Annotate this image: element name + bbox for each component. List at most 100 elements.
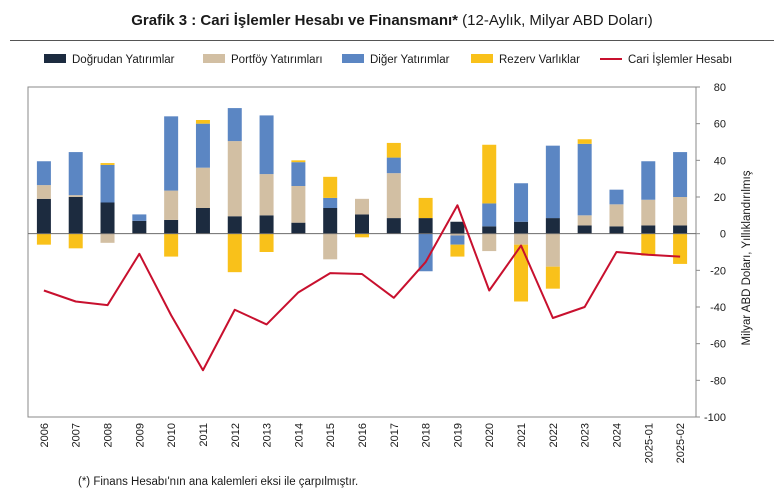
bar-portf-y-yat-r-mlar--2020 — [482, 233, 497, 252]
bar-rezerv-varl-klar-2023 — [577, 139, 592, 144]
x-tick-label-2007: 2007 — [71, 423, 83, 447]
bar-do-rudan-yat-r-mlar-2024 — [609, 226, 624, 234]
x-tick-label-2015: 2015 — [325, 423, 337, 447]
bar-do-rudan-yat-r-mlar-2013 — [259, 215, 274, 234]
bar-portf-y-yat-r-mlar--2007 — [68, 195, 83, 197]
bar-di-er-yat-r-mlar-2021 — [514, 183, 529, 222]
bar-portf-y-yat-r-mlar--2008 — [100, 233, 115, 243]
bar-portf-y-yat-r-mlar--2024 — [609, 204, 624, 227]
bar-portf-y-yat-r-mlar--2012 — [227, 141, 242, 217]
bar-do-rudan-yat-r-mlar-2014 — [291, 222, 306, 234]
bar-di-er-yat-r-mlar-2008 — [100, 164, 115, 203]
legend-swatch-2 — [342, 54, 364, 63]
bar-di-er-yat-r-mlar-2019 — [450, 235, 465, 245]
chart-title: Grafik 3 : Cari İşlemler Hesabı ve Finan… — [0, 12, 784, 29]
x-tick-label-2008: 2008 — [103, 423, 115, 447]
legend-label-0: Doğrudan Yatırımlar — [72, 54, 175, 66]
bar-rezerv-varl-klar-2006 — [36, 233, 51, 245]
bar-rezerv-varl-klar-2017 — [386, 142, 401, 158]
x-tick-label-2017: 2017 — [389, 423, 401, 447]
bar-rezerv-varl-klar-2025-02 — [673, 233, 688, 264]
bar-portf-y-yat-r-mlar--2011 — [195, 167, 210, 208]
bar-do-rudan-yat-r-mlar-2019 — [450, 221, 465, 234]
bar-rezerv-varl-klar-2021 — [514, 244, 529, 302]
bar-rezerv-varl-klar-2014 — [291, 160, 306, 163]
bar-rezerv-varl-klar-2025-01 — [641, 233, 656, 256]
x-tick-label-2016: 2016 — [357, 423, 369, 447]
legend-swatch-1 — [203, 54, 225, 63]
bar-di-er-yat-r-mlar-2020 — [482, 203, 497, 227]
bar-portf-y-yat-r-mlar--2019 — [450, 233, 465, 236]
legend-swatch-3 — [471, 54, 493, 63]
bar-portf-y-yat-r-mlar--2025-01 — [641, 199, 656, 226]
bar-portf-y-yat-r-mlar--2015 — [323, 233, 338, 260]
y-tick-label: 20 — [714, 192, 726, 204]
x-tick-label-2020: 2020 — [484, 423, 496, 447]
bar-portf-y-yat-r-mlar--2017 — [386, 173, 401, 219]
bar-do-rudan-yat-r-mlar-2025-01 — [641, 225, 656, 234]
bar-rezerv-varl-klar-2022 — [545, 266, 560, 289]
y-axis-label: Milyar ABD Doları, Yıllıklandırılmış — [741, 170, 753, 345]
bar-portf-y-yat-r-mlar--2023 — [577, 215, 592, 226]
bar-di-er-yat-r-mlar-2007 — [68, 152, 83, 196]
bar-rezerv-varl-klar-2016 — [355, 233, 369, 238]
bar-do-rudan-yat-r-mlar-2018 — [418, 218, 433, 234]
legend-label-line: Cari İşlemler Hesabı — [628, 53, 732, 66]
x-tick-label-2011: 2011 — [198, 423, 210, 447]
bar-portf-y-yat-r-mlar--2010 — [164, 190, 179, 220]
bar-portf-y-yat-r-mlar--2013 — [259, 174, 274, 216]
bar-do-rudan-yat-r-mlar-2009 — [132, 220, 147, 234]
bar-di-er-yat-r-mlar-2017 — [386, 157, 401, 174]
x-tick-label-2012: 2012 — [230, 423, 242, 447]
bar-di-er-yat-r-mlar-2023 — [577, 143, 592, 216]
y-tick-label: -60 — [710, 339, 726, 351]
line-cari-islemler-hesabi — [43, 204, 681, 372]
bar-di-er-yat-r-mlar-2012 — [227, 108, 242, 142]
bar-do-rudan-yat-r-mlar-2006 — [36, 198, 51, 234]
y-tick-label: 0 — [720, 229, 726, 241]
x-tick-label-2009: 2009 — [134, 423, 146, 447]
bar-rezerv-varl-klar-2011 — [195, 120, 210, 124]
bar-rezerv-varl-klar-2007 — [68, 233, 83, 249]
bar-do-rudan-yat-r-mlar-2010 — [164, 219, 179, 234]
bar-do-rudan-yat-r-mlar-2008 — [100, 202, 115, 234]
bar-di-er-yat-r-mlar-2006 — [36, 161, 51, 186]
bar-do-rudan-yat-r-mlar-2011 — [195, 208, 210, 234]
bar-rezerv-varl-klar-2010 — [164, 233, 179, 257]
y-tick-label: 60 — [714, 119, 726, 131]
bar-rezerv-varl-klar-2018 — [418, 197, 433, 219]
bar-do-rudan-yat-r-mlar-2015 — [323, 208, 338, 234]
plot-frame — [27, 86, 697, 418]
chart-title-main: Grafik 3 : Cari İşlemler Hesabı ve Finan… — [131, 12, 459, 29]
x-tick-label-2019: 2019 — [452, 423, 464, 447]
bar-do-rudan-yat-r-mlar-2017 — [386, 218, 401, 234]
x-tick-label-2018: 2018 — [421, 423, 433, 447]
bar-di-er-yat-r-mlar-2018 — [418, 233, 433, 272]
bar-do-rudan-yat-r-mlar-2021 — [514, 221, 529, 234]
legend-label-2: Diğer Yatırımlar — [370, 54, 450, 66]
bar-rezerv-varl-klar-2015 — [323, 176, 338, 198]
y-tick-label: -40 — [710, 302, 726, 314]
legend-label-1: Portföy Yatırımları — [231, 54, 323, 66]
bar-rezerv-varl-klar-2020 — [482, 144, 497, 204]
bar-do-rudan-yat-r-mlar-2012 — [227, 216, 242, 234]
bar-di-er-yat-r-mlar-2014 — [291, 162, 306, 186]
x-tick-label-2006: 2006 — [39, 423, 51, 447]
bar-di-er-yat-r-mlar-2009 — [132, 214, 147, 221]
bar-do-rudan-yat-r-mlar-2020 — [482, 226, 497, 234]
x-tick-label-2021: 2021 — [516, 423, 528, 447]
y-tick-label: -20 — [710, 265, 726, 277]
bar-rezerv-varl-klar-2008 — [100, 163, 115, 165]
bar-portf-y-yat-r-mlar--2022 — [545, 233, 560, 267]
x-tick-label-2023: 2023 — [580, 423, 592, 447]
bar-portf-y-yat-r-mlar--2016 — [355, 198, 369, 215]
y-tick-label: 40 — [714, 155, 726, 167]
bar-di-er-yat-r-mlar-2024 — [609, 189, 624, 205]
x-tick-label-2014: 2014 — [293, 423, 305, 447]
y-tick-label: -80 — [710, 375, 726, 387]
bar-di-er-yat-r-mlar-2015 — [323, 197, 338, 208]
legend-swatch-0 — [44, 54, 66, 63]
bar-rezerv-varl-klar-2013 — [259, 233, 274, 252]
x-tick-label-2025-01: 2025-01 — [643, 423, 655, 463]
bar-di-er-yat-r-mlar-2025-01 — [641, 161, 656, 200]
